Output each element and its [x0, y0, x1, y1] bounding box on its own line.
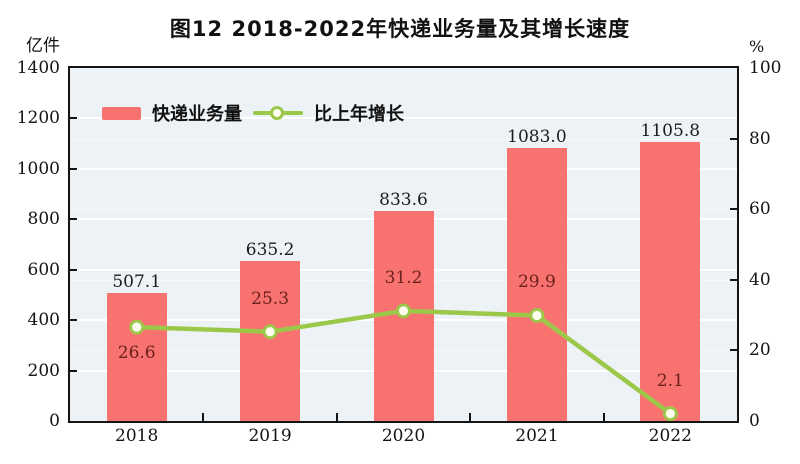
x-axis-label-2022: 2022 — [648, 426, 692, 446]
right-axis-tick-label-80: 80 — [749, 128, 771, 149]
x-axis-tick-4 — [602, 413, 605, 421]
gridline-right-60 — [70, 209, 737, 211]
left-axis-tick-label-200: 200 — [27, 360, 60, 381]
left-axis-tick-label-0: 0 — [49, 411, 60, 431]
left-axis-tick-200 — [70, 369, 77, 372]
bar-2019 — [240, 260, 301, 421]
left-axis-tick-400 — [70, 319, 77, 322]
legend-line-icon — [253, 106, 303, 120]
right-axis-tick-label-0: 0 — [749, 411, 760, 431]
bar-value-label-2020: 833.6 — [379, 189, 428, 210]
line-marker-2020 — [396, 303, 411, 319]
x-axis-tick-1 — [202, 413, 205, 421]
left-axis-tick-800 — [70, 218, 77, 221]
line-marker-2018 — [129, 319, 145, 335]
plot-area: 507.1 635.2 833.6 1083.0 1105.8 26.6 25.3 31.2 2… — [68, 66, 739, 423]
left-axis-tick-label-400: 400 — [27, 310, 60, 331]
right-axis-tick-20 — [730, 349, 737, 352]
left-axis-tick-label-800: 800 — [27, 209, 60, 230]
x-axis-label-2020: 2020 — [381, 426, 426, 446]
bar-value-label-2022: 1105.8 — [640, 121, 701, 142]
left-axis-tick-label-1000: 1000 — [16, 158, 60, 179]
left-axis-tick-label-1400: 1400 — [16, 58, 60, 78]
line-value-label-2018: 26.6 — [117, 343, 156, 364]
right-axis-tick-label-40: 40 — [749, 269, 771, 290]
x-axis-label-2019: 2019 — [248, 426, 292, 446]
line-marker-2022 — [662, 406, 678, 421]
bar-2021 — [506, 147, 567, 421]
bar-2022 — [640, 142, 701, 421]
left-axis-unit: 亿件 — [26, 36, 60, 56]
legend: 快递业务量 比上年增长 — [102, 100, 404, 126]
left-axis-tick-1000 — [70, 167, 77, 170]
bar-2018 — [106, 293, 167, 421]
x-axis-label-2021: 2021 — [515, 426, 559, 446]
legend-line-label: 比上年增长 — [314, 104, 404, 125]
line-value-label-2019: 25.3 — [251, 288, 290, 309]
legend-bar-label: 快递业务量 — [152, 104, 242, 125]
plot-inner: 507.1 635.2 833.6 1083.0 1105.8 26.6 25.3 31.2 2… — [70, 68, 737, 421]
bar-value-label-2021: 1083.0 — [507, 126, 567, 147]
legend-line-marker-icon — [270, 106, 284, 120]
gridline-left-1000 — [70, 167, 737, 170]
bar-value-label-2018: 507.1 — [112, 272, 162, 293]
growth-line — [136, 308, 672, 416]
line-value-label-2020: 31.2 — [384, 267, 423, 288]
right-axis-tick-60 — [730, 208, 737, 211]
right-axis-tick-label-100: 100 — [749, 58, 782, 78]
line-value-label-2021: 29.9 — [517, 272, 556, 293]
gridline-right-80 — [70, 138, 737, 140]
x-axis-tick-2 — [335, 413, 338, 421]
right-axis-tick-80 — [730, 137, 737, 140]
right-axis-tick-40 — [730, 278, 737, 281]
left-axis-tick-label-1200: 1200 — [16, 108, 60, 129]
x-axis-label-2018: 2018 — [115, 426, 159, 446]
legend-bar-swatch — [102, 106, 141, 120]
gridline-left-1200 — [70, 117, 737, 120]
left-axis-tick-600 — [70, 268, 77, 271]
line-marker-2019 — [262, 324, 278, 340]
bar-value-label-2019: 635.2 — [245, 239, 295, 260]
right-axis-unit: % — [749, 37, 765, 56]
line-series — [129, 303, 678, 421]
x-axis-tick-3 — [469, 413, 472, 421]
line-value-label-2022: 2.1 — [656, 370, 684, 391]
left-axis-tick-1200 — [70, 117, 77, 120]
left-axis-tick-label-600: 600 — [27, 259, 60, 280]
line-marker-2021 — [529, 308, 545, 323]
chart-title: 图12 2018-2022年快递业务量及其增长速度 — [169, 17, 631, 41]
right-axis-tick-label-20: 20 — [749, 340, 771, 361]
right-axis-tick-label-60: 60 — [749, 199, 771, 220]
